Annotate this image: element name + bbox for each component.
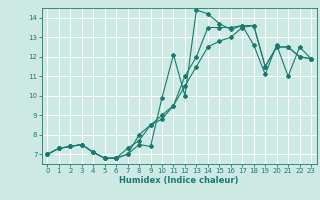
X-axis label: Humidex (Indice chaleur): Humidex (Indice chaleur) [119,176,239,185]
